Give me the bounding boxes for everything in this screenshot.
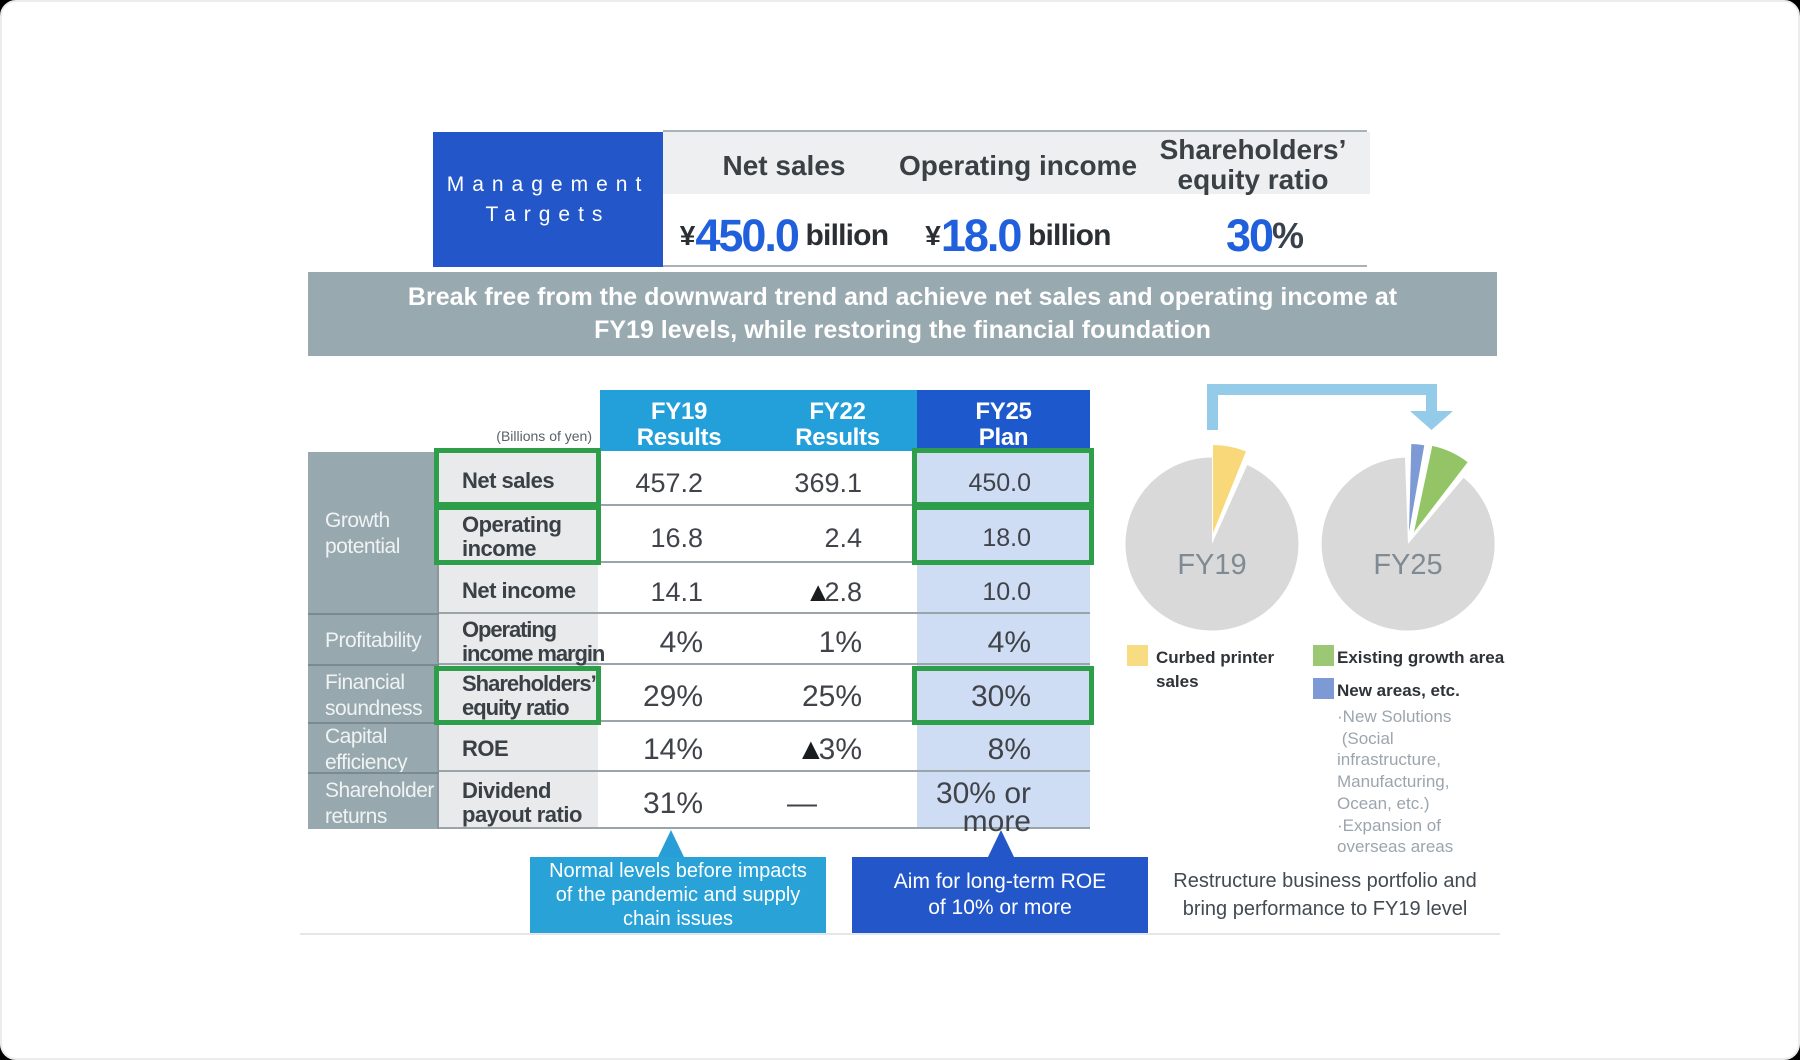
svg-text:FY19: FY19	[1177, 549, 1246, 581]
svg-text:FY25: FY25	[1373, 549, 1442, 581]
